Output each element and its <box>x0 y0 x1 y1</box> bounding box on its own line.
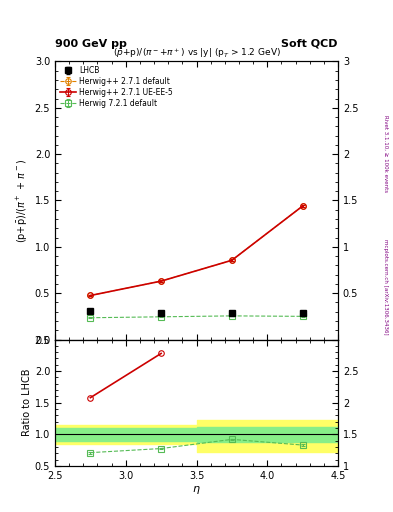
Y-axis label: (p+$\bar{\rm p}$)/($\pi^+$ + $\pi^-$): (p+$\bar{\rm p}$)/($\pi^+$ + $\pi^-$) <box>15 158 31 243</box>
X-axis label: $\eta$: $\eta$ <box>192 483 201 496</box>
Legend: LHCB, Herwig++ 2.7.1 default, Herwig++ 2.7.1 UE-EE-5, Herwig 7.2.1 default: LHCB, Herwig++ 2.7.1 default, Herwig++ 2… <box>58 65 175 109</box>
Text: Rivet 3.1.10, ≥ 100k events: Rivet 3.1.10, ≥ 100k events <box>383 115 388 192</box>
Title: ($\bar{p}$+p)/($\pi^-$+$\pi^+$) vs |y| (p$_T$ > 1.2 GeV): ($\bar{p}$+p)/($\pi^-$+$\pi^+$) vs |y| (… <box>112 46 281 60</box>
Y-axis label: Ratio to LHCB: Ratio to LHCB <box>22 369 32 436</box>
Text: mcplots.cern.ch [arXiv:1306.3436]: mcplots.cern.ch [arXiv:1306.3436] <box>383 239 388 334</box>
Text: 900 GeV pp: 900 GeV pp <box>55 38 127 49</box>
Text: Soft QCD: Soft QCD <box>281 38 338 49</box>
